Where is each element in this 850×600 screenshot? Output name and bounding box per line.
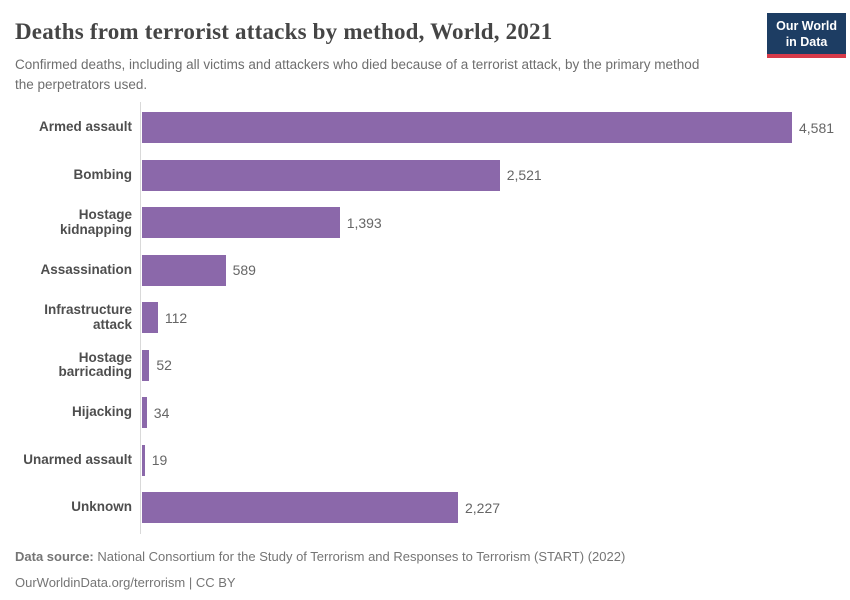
- data-source-text: National Consortium for the Study of Ter…: [93, 548, 626, 564]
- bar[interactable]: [142, 159, 500, 191]
- value-label: 52: [156, 357, 172, 374]
- chart-row: Hijacking 34: [15, 389, 850, 437]
- y-axis-line: [140, 102, 141, 534]
- data-source-line: Data source: National Consortium for the…: [15, 548, 835, 566]
- value-label: 589: [232, 262, 256, 279]
- bar[interactable]: [142, 112, 792, 144]
- bar[interactable]: [142, 492, 458, 524]
- chart-row: Unarmed assault 19: [15, 437, 850, 485]
- bar-track: 2,521: [140, 152, 850, 200]
- category-label: Unarmed assault: [23, 451, 132, 467]
- category-label: Infrastructure attack: [44, 302, 132, 332]
- bar-track: 1,393: [140, 199, 850, 247]
- chart-row: Bombing 2,521: [15, 152, 850, 200]
- logo-line-2: in Data: [785, 34, 828, 49]
- data-source-label: Data source:: [15, 548, 94, 564]
- attribution: OurWorldinData.org/terrorism | CC BY: [15, 574, 236, 590]
- category-label: Hijacking: [71, 404, 132, 420]
- bar[interactable]: [142, 444, 145, 476]
- logo-line-1: Our World: [776, 19, 837, 33]
- value-label: 112: [164, 309, 188, 326]
- owid-logo[interactable]: Our World in Data: [767, 13, 846, 59]
- bar-track: 4,581: [140, 104, 850, 152]
- page-title: Deaths from terrorist attacks by method,…: [15, 19, 553, 44]
- category-label: Hostage barricading: [58, 349, 132, 380]
- chart-row: Infrastructure attack 112: [15, 294, 850, 342]
- value-label: 2,227: [465, 499, 501, 516]
- value-label: 1,393: [346, 214, 382, 231]
- category-label: Armed assault: [38, 119, 132, 135]
- bar[interactable]: [142, 254, 226, 286]
- category-label: Unknown: [71, 499, 132, 515]
- bar-track: 19: [140, 437, 850, 485]
- bar-chart: Armed assault 4,581 Bombing 2,521 Hostage ki…: [15, 102, 850, 534]
- bar-track: 34: [140, 389, 850, 437]
- value-label: 34: [153, 404, 170, 421]
- bar[interactable]: [142, 397, 147, 429]
- category-label: Hostage kidnapping: [60, 207, 132, 237]
- value-label: 2,521: [506, 167, 542, 184]
- value-label: 4,581: [799, 119, 835, 136]
- bar[interactable]: [142, 349, 150, 381]
- bar[interactable]: [142, 207, 340, 239]
- value-label: 19: [151, 452, 168, 469]
- chart-subtitle: Confirmed deaths, including all victims …: [15, 56, 700, 92]
- bar[interactable]: [142, 302, 158, 334]
- chart-row: Hostage barricading 52: [15, 342, 850, 390]
- bar-track: 589: [140, 247, 850, 295]
- chart-footer: Data source: National Consortium for the…: [15, 548, 835, 592]
- category-label: Assassination: [40, 261, 132, 277]
- category-label: Bombing: [73, 166, 133, 182]
- bar-track: 52: [140, 342, 850, 390]
- chart-row: Unknown 2,227: [15, 484, 850, 532]
- bar-track: 2,227: [140, 484, 850, 532]
- bar-track: 112: [140, 294, 850, 342]
- chart-row: Armed assault 4,581: [15, 104, 850, 152]
- chart-row: Assassination 589: [15, 247, 850, 295]
- chart-header: Deaths from terrorist attacks by method,…: [0, 0, 850, 95]
- chart-row: Hostage kidnapping 1,393: [15, 199, 850, 247]
